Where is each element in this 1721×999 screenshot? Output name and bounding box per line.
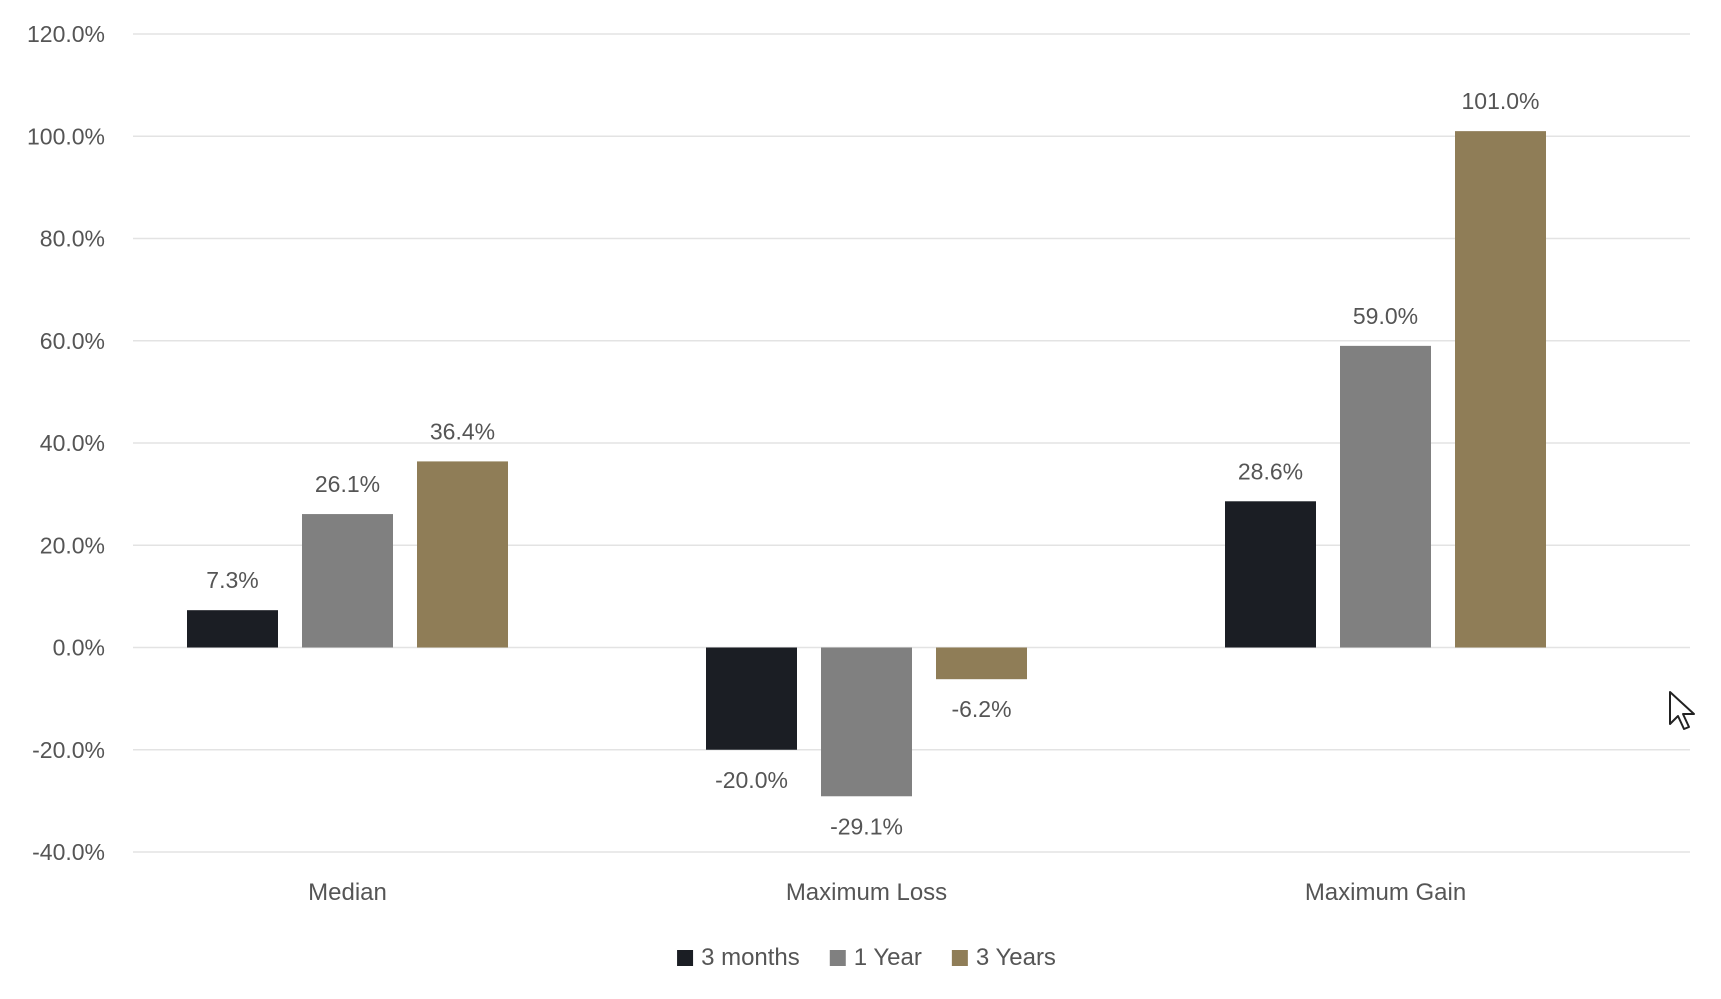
legend-entry[interactable]: 3 months (701, 944, 800, 971)
bar[interactable] (1455, 131, 1546, 648)
bar[interactable] (706, 647, 797, 750)
y-tick-label: 20.0% (40, 532, 105, 558)
y-tick-label: 40.0% (40, 430, 105, 456)
bar[interactable] (302, 514, 393, 648)
category-label: Maximum Gain (1305, 879, 1466, 906)
data-labels: 7.3% 26.1% 36.4% -20.0% -29.1% -6.2% 28.6% 59.0… (206, 88, 1539, 839)
legend-swatch (951, 950, 968, 966)
bar[interactable] (821, 647, 912, 797)
data-label: 59.0% (1353, 303, 1418, 329)
data-label: 26.1% (315, 471, 380, 497)
bars (187, 131, 1546, 797)
category-labels: Median Maximum Loss Maximum Gain (308, 879, 1466, 906)
data-label: 36.4% (430, 418, 495, 444)
y-axis-tick-labels: 120.0% 100.0% 80.0% 60.0% 40.0% 20.0% 0.0% -20.… (27, 21, 105, 865)
y-tick-label: -40.0% (32, 839, 105, 865)
legend-entry[interactable]: 1 Year (854, 944, 922, 971)
bar[interactable] (187, 610, 278, 648)
y-tick-label: 80.0% (40, 226, 105, 252)
data-label: 28.6% (1238, 458, 1303, 484)
y-tick-label: -20.0% (32, 737, 105, 763)
legend[interactable]: 3 months 1 Year 3 Years (677, 944, 1056, 971)
y-tick-label: 60.0% (40, 328, 105, 354)
bar[interactable] (1225, 501, 1316, 648)
y-tick-label: 0.0% (53, 635, 105, 661)
y-tick-label: 100.0% (27, 123, 105, 149)
legend-entry[interactable]: 3 Years (976, 944, 1056, 971)
data-label: 7.3% (206, 567, 258, 593)
bar[interactable] (1340, 345, 1431, 648)
bar[interactable] (936, 647, 1027, 680)
category-label: Median (308, 879, 387, 906)
data-label: 101.0% (1461, 88, 1539, 114)
legend-swatch (829, 950, 846, 966)
data-label: -20.0% (715, 767, 788, 793)
mouse-cursor-icon (1669, 691, 1695, 730)
y-tick-label: 120.0% (27, 21, 105, 47)
bar[interactable] (417, 461, 508, 648)
legend-swatch (677, 950, 694, 966)
data-label: -6.2% (951, 696, 1011, 722)
data-label: -29.1% (830, 813, 903, 839)
category-label: Maximum Loss (786, 879, 947, 906)
